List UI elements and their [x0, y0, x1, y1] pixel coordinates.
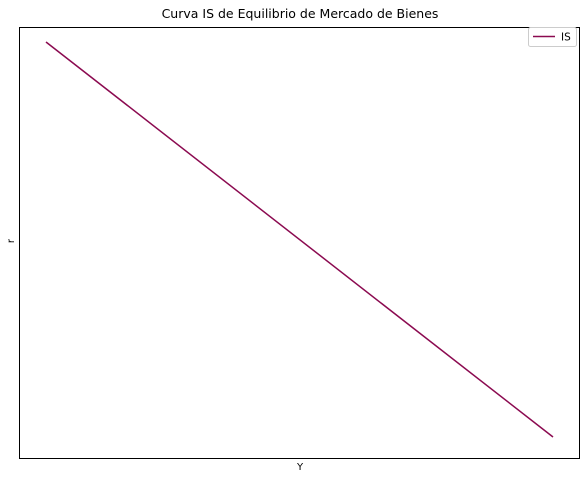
plot-area — [19, 27, 580, 459]
series-line-is — [45, 41, 554, 438]
series-layer — [45, 41, 554, 438]
y-axis-label: r — [6, 238, 17, 243]
chart-title: Curva IS de Equilibrio de Mercado de Bie… — [162, 6, 439, 21]
x-axis-label: Y — [296, 462, 304, 473]
legend-label-is: IS — [561, 32, 571, 44]
legend: IS — [528, 27, 577, 47]
